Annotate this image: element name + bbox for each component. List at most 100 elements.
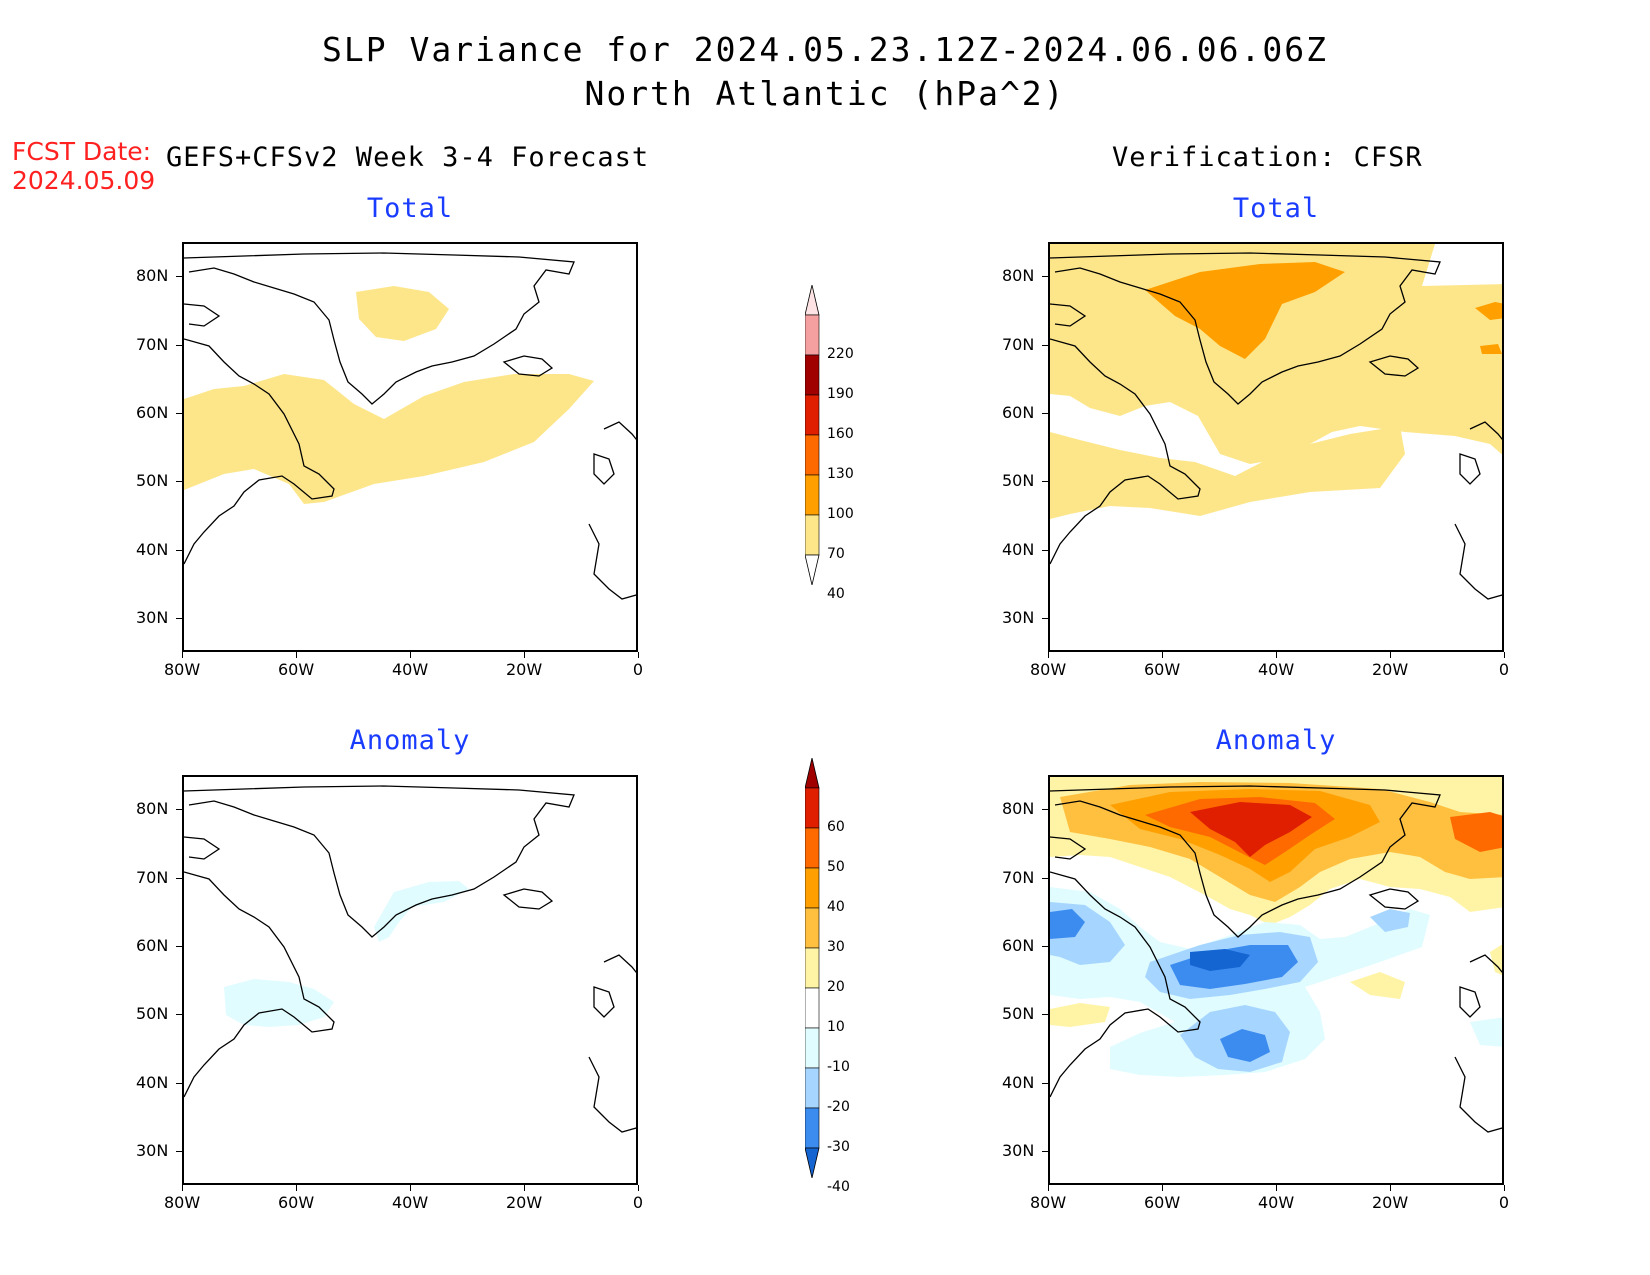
lon-tick-label: 40W bbox=[392, 1193, 429, 1212]
forecast-total-map bbox=[182, 242, 638, 652]
colorbar-level-label: 10 bbox=[827, 1019, 845, 1035]
lat-tick-mark bbox=[176, 549, 182, 551]
lat-tick-label: 40N bbox=[136, 1072, 169, 1092]
lat-tick-label: 70N bbox=[136, 867, 169, 887]
lat-tick-mark bbox=[176, 412, 182, 414]
lon-tick-label: 0 bbox=[1498, 660, 1510, 679]
colorbar-swatch bbox=[805, 514, 820, 556]
colorbar-swatch bbox=[805, 394, 820, 436]
forecast-total-plot bbox=[184, 252, 636, 600]
lon-tick-label: 20W bbox=[1372, 660, 1409, 679]
lon-tick-label: 40W bbox=[1258, 1193, 1295, 1212]
contour-total-greenland-70 bbox=[1145, 262, 1345, 359]
colorbar-level-label: -10 bbox=[827, 1059, 850, 1075]
contour-total-midlat bbox=[1050, 426, 1405, 519]
lon-tick-mark bbox=[182, 652, 183, 658]
lon-tick-mark bbox=[410, 1185, 411, 1191]
lon-tick-label: 60W bbox=[278, 1193, 315, 1212]
contour-anom-midatl-neg30 bbox=[1220, 1029, 1270, 1062]
lon-tick-label: 60W bbox=[1144, 660, 1181, 679]
contour-anom-west-10 bbox=[1050, 1003, 1110, 1027]
main-title: SLP Variance for 2024.05.23.12Z-2024.06.… bbox=[322, 30, 1328, 69]
colorbar-level-label: 160 bbox=[827, 426, 854, 442]
fcst-date-label: FCST Date: bbox=[12, 137, 152, 166]
lon-tick-mark bbox=[1048, 652, 1049, 658]
colorbar-swatch bbox=[805, 827, 820, 869]
lat-tick-label: 30N bbox=[1002, 1140, 1035, 1160]
lon-tick-mark bbox=[1390, 652, 1391, 658]
forecast-total-title: Total bbox=[366, 193, 454, 224]
lat-tick-mark bbox=[1042, 276, 1048, 278]
lon-tick-label: 40W bbox=[392, 660, 429, 679]
lon-tick-mark bbox=[1504, 1185, 1505, 1191]
lat-tick-label: 50N bbox=[136, 471, 169, 491]
lat-tick-mark bbox=[1042, 1082, 1048, 1084]
colorbar-level-label: 130 bbox=[827, 466, 854, 482]
lat-tick-label: 80N bbox=[1002, 266, 1035, 286]
colorbar-level-label: 40 bbox=[827, 586, 845, 602]
lon-tick-label: 0 bbox=[1498, 1193, 1510, 1212]
colorbar-level-label: 190 bbox=[827, 386, 854, 402]
lat-tick-mark bbox=[176, 1014, 182, 1016]
colorbar-level-label: 40 bbox=[827, 899, 845, 915]
lon-tick-label: 80W bbox=[1030, 660, 1067, 679]
lon-tick-label: 60W bbox=[1144, 1193, 1181, 1212]
colorbar-swatch bbox=[805, 987, 820, 1029]
lat-tick-label: 60N bbox=[1002, 935, 1035, 955]
colorbar-graphic bbox=[805, 285, 820, 585]
lat-tick-mark bbox=[176, 1082, 182, 1084]
lon-tick-label: 0 bbox=[632, 660, 644, 679]
total-colorbar: 220 190 160 130 100 70 40 bbox=[805, 285, 925, 615]
lon-tick-label: 20W bbox=[506, 660, 543, 679]
colorbar-graphic bbox=[805, 758, 820, 1178]
lon-tick-mark bbox=[1162, 1185, 1163, 1191]
lat-tick-label: 40N bbox=[1002, 539, 1035, 559]
colorbar-swatch bbox=[805, 787, 820, 829]
lat-tick-label: 40N bbox=[1002, 1072, 1035, 1092]
contour-anom-iceland-neg20 bbox=[1370, 909, 1410, 932]
lat-tick-label: 30N bbox=[136, 607, 169, 627]
lon-tick-label: 40W bbox=[1258, 660, 1295, 679]
lon-tick-label: 0 bbox=[632, 1193, 644, 1212]
anomaly-colorbar: 60 50 40 30 20 10 -10 -20 -30 -40 bbox=[805, 758, 925, 1208]
lat-tick-label: 80N bbox=[136, 799, 169, 819]
verification-total-plot bbox=[1050, 244, 1502, 600]
fcst-date-block: FCST Date: 2024.05.09 bbox=[12, 137, 155, 195]
verification-total-map bbox=[1048, 242, 1504, 652]
lat-tick-mark bbox=[1042, 549, 1048, 551]
lat-tick-label: 70N bbox=[1002, 334, 1035, 354]
lon-tick-mark bbox=[410, 652, 411, 658]
lon-tick-label: 80W bbox=[164, 1193, 201, 1212]
contour-total-nordic-70 bbox=[1475, 302, 1502, 354]
colorbar-swatch bbox=[805, 1027, 820, 1069]
colorbar-level-label: 220 bbox=[827, 346, 854, 362]
lat-tick-mark bbox=[1042, 481, 1048, 483]
coastline bbox=[184, 252, 636, 600]
lat-tick-label: 60N bbox=[1002, 402, 1035, 422]
lon-tick-mark bbox=[638, 652, 639, 658]
forecast-anomaly-title: Anomaly bbox=[349, 725, 471, 756]
lat-tick-label: 60N bbox=[136, 935, 169, 955]
lon-tick-label: 20W bbox=[1372, 1193, 1409, 1212]
lat-tick-mark bbox=[1042, 617, 1048, 619]
contour-total-greenland bbox=[356, 286, 449, 341]
colorbar-level-label: 50 bbox=[827, 859, 845, 875]
fcst-date-value: 2024.05.09 bbox=[12, 166, 156, 195]
lon-tick-mark bbox=[524, 1185, 525, 1191]
verification-column-heading: Verification: CFSR bbox=[1112, 142, 1423, 173]
lon-tick-mark bbox=[524, 652, 525, 658]
lat-tick-label: 30N bbox=[136, 1140, 169, 1160]
colorbar-top-arrow bbox=[805, 285, 820, 316]
colorbar-level-label: -20 bbox=[827, 1099, 850, 1115]
colorbar-level-label: -40 bbox=[827, 1179, 850, 1195]
contour-anom-iberia-neg10 bbox=[1470, 1017, 1502, 1047]
lon-tick-label: 60W bbox=[278, 660, 315, 679]
forecast-anomaly-map bbox=[182, 775, 638, 1185]
lat-tick-label: 50N bbox=[1002, 471, 1035, 491]
colorbar-swatch bbox=[805, 947, 820, 989]
colorbar-bottom-arrow bbox=[805, 554, 820, 585]
colorbar-swatch bbox=[805, 354, 820, 396]
lat-tick-mark bbox=[176, 276, 182, 278]
contour-anom-newfoundland bbox=[224, 979, 334, 1027]
forecast-anomaly-plot bbox=[184, 785, 636, 1133]
